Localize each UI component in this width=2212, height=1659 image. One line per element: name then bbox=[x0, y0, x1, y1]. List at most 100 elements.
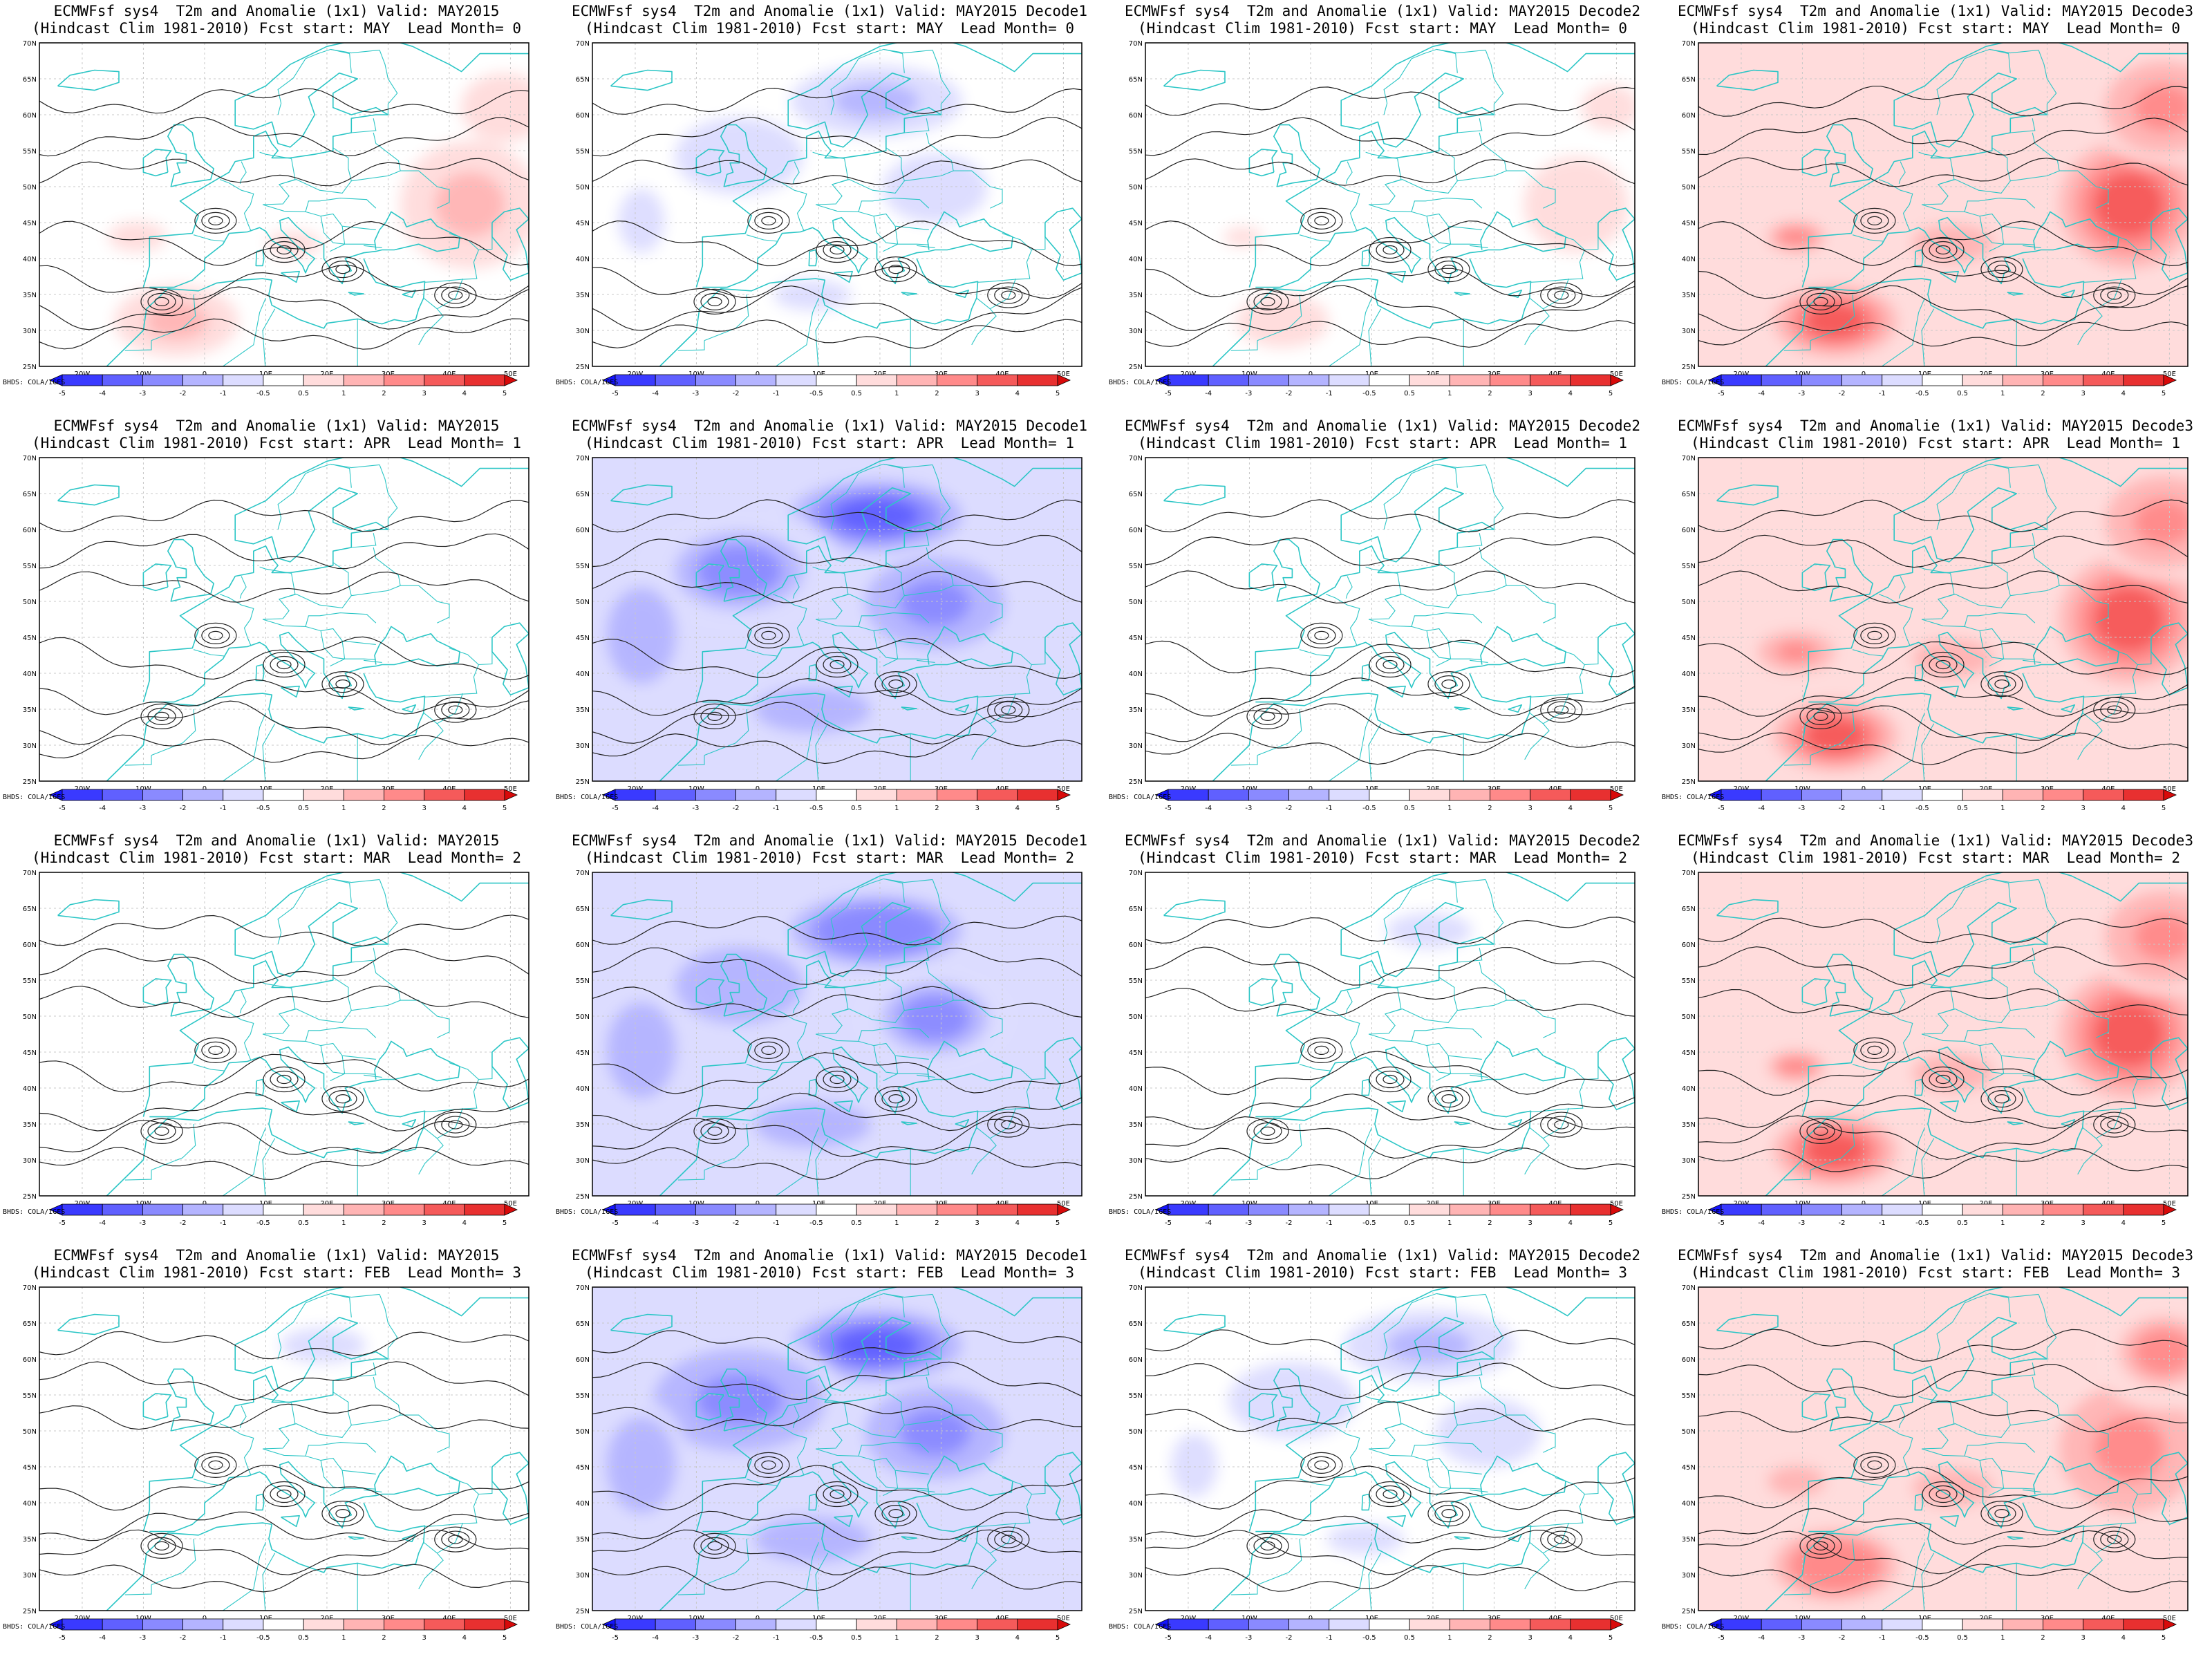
lon-tick-label: 30E bbox=[2041, 371, 2054, 378]
lat-tick-label: 70N bbox=[1682, 40, 1696, 48]
lat-tick-label: 30N bbox=[1129, 1157, 1143, 1165]
colorbar-segment bbox=[223, 374, 264, 386]
lon-tick-label: 0 bbox=[756, 785, 760, 793]
colorbar-tick-label: -0.5 bbox=[1915, 1634, 1929, 1642]
colorbar-tick-label: -1 bbox=[1326, 390, 1333, 397]
lat-tick-label: 55N bbox=[1682, 563, 1696, 570]
colorbar-tick-label: -5 bbox=[1165, 805, 1172, 812]
colorbar-tick-label: -4 bbox=[1758, 1219, 1765, 1227]
colorbar-tick-label: -4 bbox=[99, 390, 106, 397]
colorbar-tick-label: 0.5 bbox=[851, 1634, 862, 1642]
colorbar-tick-label: -5 bbox=[59, 390, 66, 397]
lon-tick-label: 20E bbox=[1426, 785, 1439, 793]
lon-tick-label: 40E bbox=[1548, 785, 1562, 793]
colorbar-segment bbox=[2123, 1618, 2164, 1631]
graticule bbox=[1145, 43, 1635, 366]
colorbar-tick-label: 0.5 bbox=[1957, 1219, 1968, 1227]
colorbar-segment bbox=[937, 374, 978, 386]
panel-title-line2: (Hindcast Clim 1981-2010) Fcst start: FE… bbox=[31, 1264, 521, 1281]
colorbar-tick-label: -1 bbox=[1879, 805, 1886, 812]
panel-title: ECMWFsf sys4 T2m and Anomalie (1x1) Vali… bbox=[1659, 1247, 2212, 1282]
panel-title-line2: (Hindcast Clim 1981-2010) Fcst start: MA… bbox=[1137, 850, 1627, 866]
graphics-credit: BHDS: COLA/IGES bbox=[1662, 794, 1725, 801]
lon-tick-label: 40E bbox=[995, 371, 1009, 378]
colorbar-tick-label: -5 bbox=[59, 1634, 66, 1642]
colorbar-segment bbox=[816, 789, 857, 801]
lon-tick-label: 50E bbox=[2163, 371, 2176, 378]
lon-tick-label: 50E bbox=[504, 371, 517, 378]
colorbar-segment bbox=[1329, 1618, 1370, 1631]
colorbar-tick-label: -2 bbox=[1839, 1634, 1846, 1642]
lon-tick-label: 30E bbox=[382, 371, 395, 378]
lat-tick-label: 50N bbox=[1129, 184, 1143, 191]
colorbar-tick-label: -5 bbox=[612, 1634, 619, 1642]
lat-tick-label: 65N bbox=[1129, 76, 1143, 84]
graticule bbox=[1145, 1287, 1635, 1611]
country-borders bbox=[1230, 48, 1599, 366]
forecast-panel: ECMWFsf sys4 T2m and Anomalie (1x1) Vali… bbox=[0, 415, 553, 830]
colorbar-tick-label: -3 bbox=[1798, 390, 1805, 397]
colorbar-segment bbox=[343, 1203, 384, 1216]
anomaly-colorbar: -5 -4 -3 -2 -1 -0.5 0.5 1 2 3 4 5 bbox=[1708, 1618, 2177, 1642]
colorbar-segment bbox=[1449, 1618, 1490, 1631]
anomaly-map: 25N 30N 35N 40N 45N 50N 55N 60N 65N 70N 20W 10W 0 10E… bbox=[1129, 40, 1635, 378]
lon-tick-label: 10W bbox=[135, 371, 151, 378]
lon-tick-label: 20W bbox=[628, 1200, 644, 1208]
lat-tick-label: 70N bbox=[576, 455, 590, 462]
lon-tick-label: 40E bbox=[2101, 1200, 2115, 1208]
lon-tick-label: 50E bbox=[504, 785, 517, 793]
colorbar-tick-label: -3 bbox=[1245, 1219, 1252, 1227]
lon-tick-label: 30E bbox=[2041, 1200, 2054, 1208]
lat-tick-label: 65N bbox=[1129, 491, 1143, 498]
lon-tick-label: 10W bbox=[1241, 785, 1257, 793]
lat-tick-label: 35N bbox=[1129, 1121, 1143, 1129]
lon-tick-label: 10W bbox=[1794, 371, 1810, 378]
lon-tick-label: 30E bbox=[935, 1200, 948, 1208]
colorbar-tick-label: 3 bbox=[1528, 1634, 1532, 1642]
t2m-contours bbox=[1698, 917, 2188, 1179]
lon-tick-label: 50E bbox=[1610, 371, 1623, 378]
colorbar-tick-label: 3 bbox=[975, 1219, 979, 1227]
panel-title: ECMWFsf sys4 T2m and Anomalie (1x1) Vali… bbox=[1659, 3, 2212, 37]
colorbar-segment bbox=[1369, 1203, 1410, 1216]
colorbar-tick-label: 4 bbox=[2121, 805, 2126, 812]
colorbar-max-arrow bbox=[2163, 1203, 2177, 1216]
colorbar-segment bbox=[263, 374, 304, 386]
colorbar-segment bbox=[1490, 374, 1531, 386]
lat-tick-label: 45N bbox=[576, 220, 590, 227]
lon-tick-label: 20W bbox=[1734, 785, 1750, 793]
lon-tick-label: 20E bbox=[1426, 371, 1439, 378]
colorbar-tick-label: -1 bbox=[773, 1219, 780, 1227]
lat-tick-label: 55N bbox=[23, 977, 37, 985]
lat-tick-label: 30N bbox=[1682, 1572, 1696, 1580]
lon-tick-label: 20W bbox=[1734, 1615, 1750, 1622]
colorbar-segment bbox=[1841, 789, 1883, 801]
forecast-panel: ECMWFsf sys4 T2m and Anomalie (1x1) Vali… bbox=[553, 1244, 1106, 1659]
colorbar-tick-label: 5 bbox=[503, 1634, 507, 1642]
country-borders bbox=[1783, 463, 2152, 781]
panel-title-line1: ECMWFsf sys4 T2m and Anomalie (1x1) Vali… bbox=[1678, 1247, 2193, 1264]
panel-title: ECMWFsf sys4 T2m and Anomalie (1x1) Vali… bbox=[553, 832, 1106, 867]
colorbar-tick-label: 2 bbox=[382, 390, 386, 397]
lon-tick-label: 20E bbox=[1426, 1615, 1439, 1622]
lon-tick-label: 40E bbox=[2101, 785, 2115, 793]
panel-title-line2: (Hindcast Clim 1981-2010) Fcst start: AP… bbox=[31, 435, 521, 451]
colorbar-segment bbox=[343, 1618, 384, 1631]
panel-title-line2: (Hindcast Clim 1981-2010) Fcst start: AP… bbox=[584, 435, 1074, 451]
lon-tick-label: 40E bbox=[2101, 371, 2115, 378]
lat-tick-label: 55N bbox=[1682, 148, 1696, 156]
colorbar-tick-label: -3 bbox=[692, 805, 699, 812]
lon-tick-label: 30E bbox=[382, 785, 395, 793]
lat-tick-label: 35N bbox=[23, 706, 37, 714]
colorbar-max-arrow bbox=[504, 1203, 518, 1216]
forecast-panel: ECMWFsf sys4 T2m and Anomalie (1x1) Vali… bbox=[1659, 830, 2212, 1244]
t2m-contours bbox=[1698, 499, 2188, 765]
panel-title: ECMWFsf sys4 T2m and Anomalie (1x1) Vali… bbox=[1106, 1247, 1659, 1282]
colorbar-tick-label: 3 bbox=[422, 805, 426, 812]
panel-title: ECMWFsf sys4 T2m and Anomalie (1x1) Vali… bbox=[0, 832, 553, 867]
coastlines bbox=[610, 872, 1082, 1196]
panel-title-line2: (Hindcast Clim 1981-2010) Fcst start: FE… bbox=[1137, 1264, 1627, 1281]
lon-tick-label: 20E bbox=[873, 1615, 886, 1622]
forecast-panel: ECMWFsf sys4 T2m and Anomalie (1x1) Vali… bbox=[553, 415, 1106, 830]
colorbar-segment bbox=[1248, 374, 1289, 386]
